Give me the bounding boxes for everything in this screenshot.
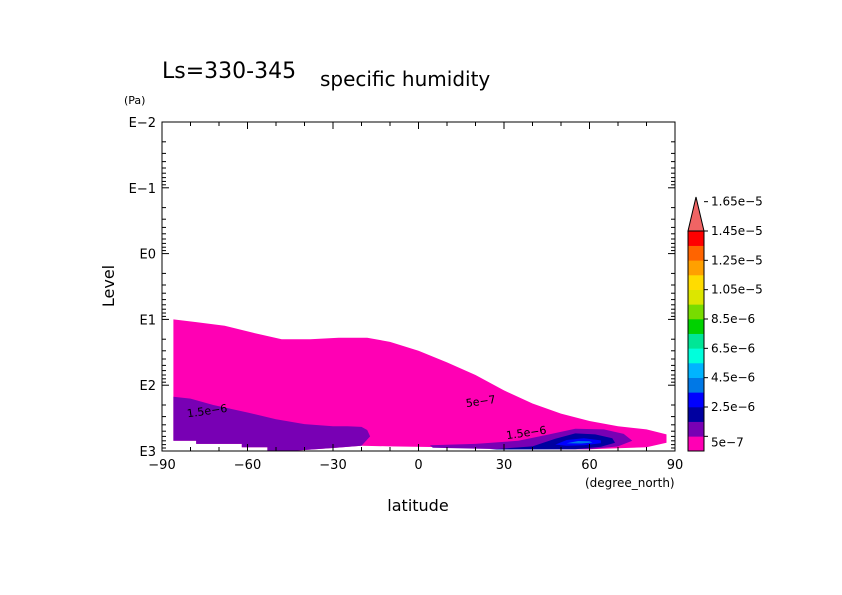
colorbar-swatch bbox=[688, 436, 704, 452]
region-band-2.5e-6 bbox=[489, 433, 616, 450]
y-axis-unit: (Pa) bbox=[124, 94, 145, 107]
x-tick-label: 0 bbox=[414, 458, 422, 473]
chart-subtitle: specific humidity bbox=[320, 67, 490, 91]
x-axis-unit: (degree_north) bbox=[585, 476, 675, 490]
colorbar-swatch bbox=[688, 421, 704, 437]
colorbar: 5e−7 2.5e−6 4.5e−6 6.5e−6 8.5e−6 1.05e−5 1.25e… bbox=[687, 195, 763, 452]
colorbar-swatch bbox=[688, 392, 704, 408]
colorbar-label: 8.5e−6 bbox=[711, 312, 755, 326]
colorbar-swatch bbox=[688, 377, 704, 393]
colorbar-label: 4.5e−6 bbox=[711, 371, 755, 385]
region-band-1.5e-6-south bbox=[173, 396, 371, 451]
colorbar-extend-arrow bbox=[687, 196, 705, 232]
colorbar-label: 1.65e−5 bbox=[711, 195, 763, 209]
contour-label: 5e−7 bbox=[465, 393, 497, 410]
y-tick-label: E3 bbox=[140, 445, 157, 460]
x-tick-label: −90 bbox=[148, 458, 175, 473]
colorbar-label: 1.25e−5 bbox=[711, 253, 763, 267]
x-axis-label: latitude bbox=[387, 496, 448, 515]
y-axis-label: Level bbox=[99, 265, 118, 307]
y-tick-label: E1 bbox=[140, 313, 157, 328]
x-tick-label: 30 bbox=[496, 458, 513, 473]
y-tick-label: E2 bbox=[140, 379, 157, 394]
colorbar-swatch bbox=[688, 333, 704, 349]
contour-regions bbox=[173, 319, 667, 451]
region-band-5e-7 bbox=[173, 319, 667, 451]
colorbar-swatch bbox=[688, 275, 704, 290]
chart-title: Ls=330-345 bbox=[162, 59, 296, 84]
colorbar-label: 1.45e−5 bbox=[711, 224, 763, 238]
y-axis-ticks: E−2 E−1 E0 E1 E2 E3 bbox=[129, 116, 675, 460]
x-tick-label: 60 bbox=[581, 458, 598, 473]
colorbar-swatch bbox=[688, 348, 704, 364]
contour-label: 1.5e−6 bbox=[505, 424, 547, 443]
colorbar-label: 6.5e−6 bbox=[711, 341, 755, 355]
colorbar-swatch bbox=[688, 407, 704, 422]
colorbar-swatch bbox=[688, 363, 704, 378]
y-tick-label: E0 bbox=[140, 248, 157, 263]
colorbar-swatch bbox=[688, 245, 704, 261]
x-tick-label: −60 bbox=[234, 458, 261, 473]
contour-labels: 5e−7 1.5e−6 1.5e−6 bbox=[186, 393, 547, 442]
colorbar-swatch bbox=[688, 289, 704, 305]
colorbar-label: 5e−7 bbox=[711, 435, 744, 449]
colorbar-swatch bbox=[688, 304, 704, 320]
colorbar-swatch bbox=[688, 260, 704, 276]
region-band-6.5e-6 bbox=[566, 441, 593, 444]
x-axis-ticks: −90 −60 −30 0 30 60 90 bbox=[148, 122, 683, 473]
colorbar-label: 2.5e−6 bbox=[711, 400, 755, 414]
y-tick-label: E−1 bbox=[129, 182, 156, 197]
x-tick-label: −30 bbox=[319, 458, 346, 473]
colorbar-frame bbox=[687, 230, 705, 452]
colorbar-swatch bbox=[688, 319, 704, 334]
colorbar-label: 1.05e−5 bbox=[711, 283, 763, 297]
x-tick-label: 90 bbox=[667, 458, 684, 473]
contour-label: 1.5e−6 bbox=[186, 402, 228, 421]
y-tick-label: E−2 bbox=[129, 116, 156, 131]
colorbar-swatch bbox=[688, 231, 704, 246]
